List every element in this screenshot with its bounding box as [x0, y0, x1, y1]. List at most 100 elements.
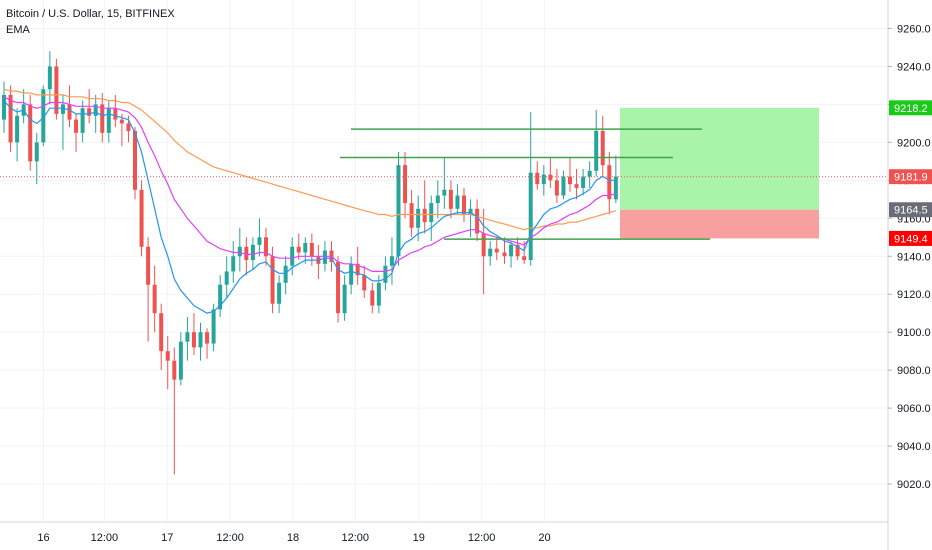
candle-body — [270, 256, 275, 304]
candle — [224, 256, 229, 299]
candle — [403, 151, 408, 219]
stop-price-tag: 9149.4 — [894, 233, 928, 245]
candle-body — [205, 332, 210, 344]
candle-body — [435, 195, 440, 204]
candle-body — [349, 263, 354, 285]
y-tick-label: 9060.0 — [897, 403, 931, 415]
x-tick-label: 16 — [37, 532, 49, 544]
candle-body — [481, 233, 486, 257]
candle-body — [362, 275, 367, 291]
candle — [594, 110, 599, 177]
candle — [93, 94, 98, 133]
candle — [488, 241, 493, 266]
candle-body — [383, 265, 388, 283]
candle-body — [528, 172, 533, 261]
candle — [481, 208, 486, 295]
candle — [568, 157, 572, 192]
candle-body — [600, 130, 605, 166]
candle — [613, 155, 618, 204]
candle — [231, 241, 236, 283]
candle — [67, 85, 72, 128]
candle-body — [165, 351, 170, 361]
candle — [237, 227, 242, 272]
candle-body — [185, 332, 190, 342]
candle — [277, 275, 282, 314]
candle-body — [139, 189, 144, 247]
indicator-name: EMA — [6, 24, 30, 36]
candle-body — [581, 176, 586, 188]
candle — [309, 233, 314, 266]
grid — [0, 0, 888, 522]
candle-body — [191, 332, 196, 348]
candle-body — [607, 165, 612, 200]
loss-zone — [620, 209, 819, 239]
candle — [396, 151, 401, 266]
candle — [376, 275, 381, 314]
candle-body — [574, 184, 579, 188]
candle — [152, 265, 157, 333]
symbol-title: Bitcoin / U.S. Dollar, 15, BITFINEX — [6, 8, 175, 20]
candle — [475, 199, 480, 242]
candle-body — [41, 89, 46, 143]
candle — [159, 303, 164, 371]
candle-body — [370, 290, 375, 306]
candle — [80, 100, 85, 143]
candle-body — [113, 108, 118, 120]
candle-body — [28, 104, 33, 162]
candle-body — [568, 176, 572, 185]
candle — [257, 218, 262, 257]
candle — [264, 227, 268, 266]
candle-body — [178, 341, 183, 380]
candle-body — [283, 265, 288, 283]
candle — [113, 94, 118, 128]
candle — [336, 256, 341, 323]
price-tags: 9218.2 9181.9 07:41 9164.5 9149.4 — [889, 100, 932, 246]
candle — [468, 199, 473, 238]
candle-body — [613, 176, 618, 200]
y-tick-label: 9020.0 — [897, 479, 931, 491]
candle-body — [152, 284, 157, 314]
candle-body — [376, 282, 381, 306]
candle — [607, 151, 612, 215]
candle — [270, 246, 275, 314]
candle-body — [468, 208, 473, 215]
candle-body — [587, 170, 592, 177]
candle-body — [429, 203, 434, 223]
countdown-tag: 07:41 — [894, 187, 922, 199]
candle-body — [80, 108, 85, 133]
candle — [349, 256, 354, 295]
candle-body — [119, 119, 124, 124]
candle — [8, 85, 13, 152]
candle-body — [515, 244, 520, 257]
candle — [448, 180, 453, 219]
candle-body — [422, 208, 427, 223]
candle — [21, 89, 26, 124]
candle — [290, 237, 295, 276]
candle-body — [2, 94, 6, 120]
candle-body — [218, 284, 223, 310]
candle-body — [594, 130, 599, 171]
candle — [422, 180, 427, 234]
entry-price-tag: 9164.5 — [894, 205, 928, 217]
candle — [60, 94, 65, 150]
candle — [2, 81, 6, 133]
candle-body — [389, 256, 394, 266]
candle-body — [336, 261, 341, 314]
candle — [528, 111, 533, 266]
countdown-tag-bg — [889, 184, 932, 200]
candle — [303, 237, 308, 264]
candle-body — [211, 309, 216, 344]
candle-body — [502, 252, 507, 257]
candle-body — [455, 195, 460, 209]
candle-body — [309, 242, 314, 257]
candle — [139, 180, 144, 257]
candle — [185, 316, 190, 361]
x-tick-label: 17 — [161, 532, 173, 544]
candle-body — [342, 284, 347, 314]
candle-body — [409, 203, 414, 228]
candle — [119, 113, 124, 147]
candle — [535, 161, 540, 190]
